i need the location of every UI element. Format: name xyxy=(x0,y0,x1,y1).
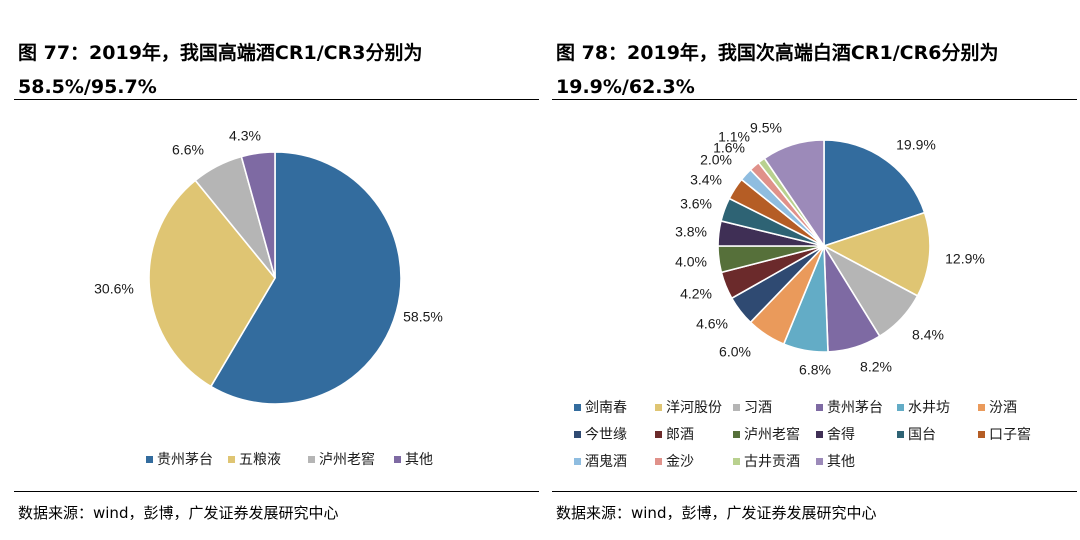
legend-label-0: 贵州茅台 xyxy=(157,452,213,468)
legend-swatch-1 xyxy=(655,404,662,411)
legend-label-12: 酒鬼酒 xyxy=(585,454,627,470)
pie-slice-3 xyxy=(240,151,276,279)
legend-swatch-7 xyxy=(655,431,662,438)
legend-label-5: 汾酒 xyxy=(989,400,1017,416)
data-label-5: 6.0% xyxy=(719,344,751,360)
data-label-10: 3.6% xyxy=(680,196,712,212)
legend-swatch-3 xyxy=(816,404,823,411)
data-label-15: 9.5% xyxy=(750,120,782,136)
legend-swatch-9 xyxy=(816,431,823,438)
chart-panel-right: 图 78：2019年，我国次高端白酒CR1/CR6分别为 19.9%/62.3%… xyxy=(552,0,1077,540)
legend-label-1: 五粮液 xyxy=(239,452,281,468)
data-label-2: 8.4% xyxy=(912,327,944,343)
data-label-8: 4.0% xyxy=(675,254,707,270)
source-note: 数据来源：wind，彭博，广发证券发展研究中心 xyxy=(18,504,339,522)
legend-label-2: 习酒 xyxy=(744,400,772,416)
legend-swatch-4 xyxy=(897,404,904,411)
legend-label-3: 其他 xyxy=(405,452,433,468)
legend-swatch-15 xyxy=(816,458,823,465)
legend-swatch-13 xyxy=(655,458,662,465)
data-label-11: 3.4% xyxy=(690,172,722,188)
legend-swatch-6 xyxy=(574,431,581,438)
data-label-9: 3.8% xyxy=(675,224,707,240)
legend-swatch-2 xyxy=(733,404,740,411)
chart-title-line-1: 图 77：2019年，我国高端酒CR1/CR3分别为 xyxy=(18,42,423,64)
legend-label-4: 水井坊 xyxy=(908,400,950,416)
data-label-0: 58.5% xyxy=(403,309,443,325)
legend-swatch-11 xyxy=(978,431,985,438)
chart-panel-left: 图 77：2019年，我国高端酒CR1/CR3分别为 58.5%/95.7% 5… xyxy=(14,0,539,540)
legend-swatch-8 xyxy=(733,431,740,438)
legend-label-0: 剑南春 xyxy=(585,400,627,416)
title-divider xyxy=(14,99,539,100)
legend-label-1: 洋河股份 xyxy=(666,400,722,416)
data-label-3: 4.3% xyxy=(229,128,261,144)
data-label-6: 4.6% xyxy=(696,316,728,332)
title-divider xyxy=(552,99,1077,100)
legend-label-11: 口子窖 xyxy=(989,426,1031,443)
pie-slice-0 xyxy=(209,151,402,405)
legend-label-14: 古井贡酒 xyxy=(744,454,800,470)
legend-label-13: 金沙 xyxy=(666,454,694,470)
legend-swatch-3 xyxy=(394,456,401,463)
legend-label-8: 泸州老窖 xyxy=(744,426,800,443)
legend-swatch-5 xyxy=(978,404,985,411)
legend-swatch-14 xyxy=(733,458,740,465)
data-label-12: 2.0% xyxy=(700,152,732,168)
legend-swatch-10 xyxy=(897,431,904,438)
legend-label-9: 舍得 xyxy=(827,426,855,443)
legend-swatch-0 xyxy=(574,404,581,411)
chart-title-line-1: 图 78：2019年，我国次高端白酒CR1/CR6分别为 xyxy=(556,42,999,64)
data-label-7: 4.2% xyxy=(680,286,712,302)
legend-label-7: 郎酒 xyxy=(666,427,694,443)
legend-label-15: 其他 xyxy=(827,454,855,470)
pie-chart-sub-high-end-baijiu: 19.9% 12.9% 8.4% 8.2% 6.8% 6.0% 4.6% 4.2% 4.0% 3.… xyxy=(574,120,1031,470)
legend-label-10: 国台 xyxy=(908,427,936,443)
legend-swatch-1 xyxy=(228,456,235,463)
legend-label-6: 今世缘 xyxy=(585,427,627,443)
data-label-3: 8.2% xyxy=(860,359,892,375)
chart-title-line-2: 58.5%/95.7% xyxy=(18,76,157,98)
source-divider xyxy=(552,491,1077,492)
legend-swatch-2 xyxy=(308,456,315,463)
data-label-1: 12.9% xyxy=(945,251,985,267)
pie-slice-0 xyxy=(823,139,926,248)
data-label-14: 1.1% xyxy=(718,129,750,145)
source-note: 数据来源：wind，彭博，广发证券发展研究中心 xyxy=(556,504,877,522)
source-divider xyxy=(14,491,539,492)
pie-chart-high-end-liquor: 58.5% 30.6% 6.6% 4.3% 贵州茅台 五粮液 泸州老窖 其他 xyxy=(94,128,443,468)
chart-title: 图 78：2019年，我国次高端白酒CR1/CR6分别为 19.9%/62.3% xyxy=(556,36,1076,104)
data-label-13: 1.6% xyxy=(713,140,745,156)
data-label-2: 6.6% xyxy=(172,142,204,158)
pie-slice-1 xyxy=(821,211,931,297)
pie-slice-1 xyxy=(148,179,276,388)
data-label-0: 19.9% xyxy=(896,137,936,153)
chart-title: 图 77：2019年，我国高端酒CR1/CR3分别为 58.5%/95.7% xyxy=(18,36,538,104)
chart-title-line-2: 19.9%/62.3% xyxy=(556,76,695,98)
legend-swatch-12 xyxy=(574,458,581,465)
legend-label-2: 泸州老窖 xyxy=(319,451,375,468)
data-label-4: 6.8% xyxy=(799,362,831,378)
legend-swatch-0 xyxy=(146,456,153,463)
pie-slice-15 xyxy=(763,139,825,249)
legend-label-3: 贵州茅台 xyxy=(827,400,883,416)
data-label-1: 30.6% xyxy=(94,281,134,297)
